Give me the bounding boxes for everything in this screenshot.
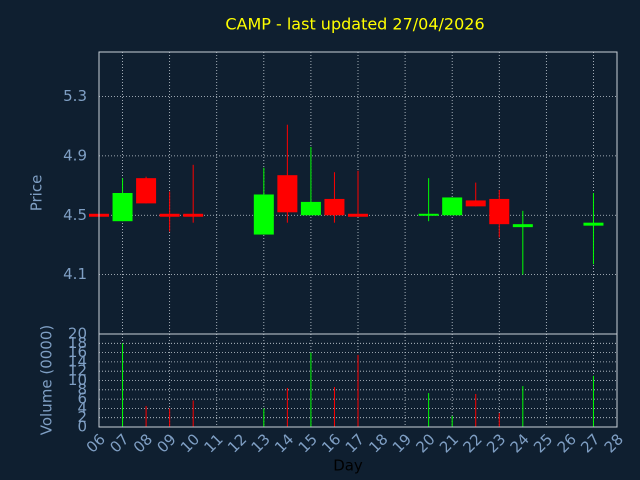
candle-body: [136, 178, 157, 204]
x-axis-label: Day: [333, 457, 363, 475]
candle-body: [465, 200, 486, 207]
y-tick-label: 5.3: [63, 87, 87, 105]
candle-body: [583, 222, 604, 226]
candle-body: [112, 193, 133, 222]
volume-tick-label: 2: [77, 408, 87, 426]
volume-tick-label: 20: [68, 325, 87, 343]
candle-body: [324, 198, 345, 216]
candle-body: [442, 197, 463, 216]
candle-body: [418, 213, 439, 216]
volume-frame: [98, 333, 618, 428]
chart-title: CAMP - last updated 27/04/2026: [225, 15, 484, 34]
volume-tick-label: 14: [68, 352, 87, 370]
y-tick-label: 4.1: [63, 265, 87, 283]
volume-tick-label: 18: [68, 334, 87, 352]
y-tick-label: 4.5: [63, 206, 87, 224]
volume-axis-label: Volume (0000): [38, 325, 56, 435]
volume-tick-label: 12: [68, 362, 87, 380]
volume-tick-label: 4: [77, 399, 87, 417]
volume-tick-label: 8: [77, 380, 87, 398]
y-axis-label: Price: [28, 175, 46, 212]
volume-tick-label: 10: [68, 371, 87, 389]
volume-tick-label: 0: [77, 418, 87, 436]
candle-body: [159, 213, 180, 217]
candle-body: [512, 224, 533, 228]
candle-body: [300, 201, 321, 216]
candle-body: [348, 213, 368, 217]
volume-tick-label: 6: [77, 390, 87, 408]
candle-body: [183, 213, 204, 217]
candle-body: [277, 175, 298, 213]
volume-tick-label: 16: [68, 343, 87, 361]
candle-body: [253, 194, 274, 235]
candle-body: [489, 198, 510, 225]
y-tick-label: 4.9: [63, 146, 87, 164]
